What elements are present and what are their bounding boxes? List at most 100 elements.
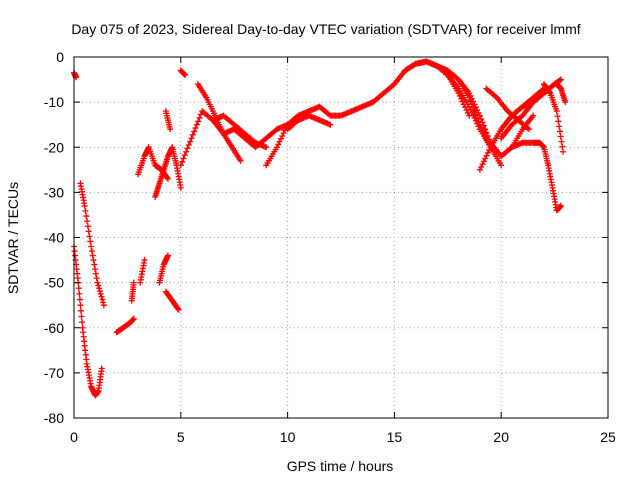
data-point: [280, 130, 287, 137]
data-point: [483, 152, 490, 159]
data-point: [476, 166, 483, 173]
data-point: [75, 285, 82, 292]
data-point: [175, 306, 182, 313]
y-tick-label: -30: [44, 184, 64, 200]
data-point: [484, 149, 491, 156]
series-arc-g: [156, 252, 171, 286]
data-point: [479, 161, 486, 168]
data-point: [558, 76, 565, 83]
data-point: [263, 144, 270, 151]
x-tick-label: 25: [600, 429, 616, 445]
data-point: [77, 302, 84, 309]
data-point: [555, 118, 562, 125]
y-tick-label: -50: [44, 275, 64, 291]
series-arc-d: [113, 315, 137, 336]
data-point: [478, 163, 485, 170]
data-point: [92, 270, 99, 277]
series-arc-z: [508, 139, 565, 214]
data-point: [180, 155, 187, 162]
data-point: [100, 299, 107, 306]
data-point: [195, 118, 202, 125]
data-point: [76, 290, 83, 297]
data-point: [88, 243, 95, 250]
data-point: [466, 103, 473, 110]
x-tick-label: 0: [70, 429, 78, 445]
data-point: [193, 121, 200, 128]
y-tick-label: -10: [44, 94, 64, 110]
y-tick-label: -60: [44, 320, 64, 336]
data-point: [141, 257, 148, 264]
data-point: [92, 266, 99, 273]
chart-title: Day 075 of 2023, Sidereal Day-to-day VTE…: [71, 21, 580, 37]
data-point: [556, 123, 563, 130]
data-point: [96, 285, 103, 292]
data-point: [560, 148, 567, 155]
data-point: [189, 131, 196, 138]
axis-ticks: 0 5 10 15 20 25 0 -10 -20 -30 -40 -50 -60 -70 -80: [44, 49, 616, 445]
data-point: [558, 138, 565, 145]
data-point: [188, 135, 195, 142]
data-point: [470, 98, 477, 105]
series-arc-l: [177, 67, 189, 79]
series-arc-b: [71, 243, 105, 399]
data-points: [71, 58, 569, 399]
series-arc-o: [209, 112, 270, 151]
data-point: [276, 138, 283, 145]
data-point: [530, 112, 537, 119]
series-arc-k: [162, 108, 174, 133]
y-tick-label: -70: [44, 365, 64, 381]
data-point: [185, 141, 192, 148]
x-tick-label: 20: [493, 429, 509, 445]
data-point: [183, 148, 190, 155]
y-tick-label: -40: [44, 230, 64, 246]
data-point: [557, 133, 564, 140]
data-point: [79, 319, 86, 326]
data-point: [486, 147, 493, 154]
data-point: [411, 61, 418, 68]
data-point: [97, 290, 104, 297]
data-point: [458, 95, 465, 102]
data-point: [525, 126, 532, 133]
series-arc-h: [162, 288, 182, 313]
data-point: [492, 93, 499, 100]
data-point: [177, 184, 184, 191]
series-arc-p: [263, 99, 377, 169]
data-point: [472, 117, 479, 124]
data-point: [179, 158, 186, 165]
x-tick-label: 5: [177, 429, 185, 445]
series-arc-c: [77, 180, 107, 309]
data-point: [100, 302, 107, 309]
series-arc-aa: [540, 81, 567, 155]
data-point: [471, 108, 478, 115]
data-point: [468, 109, 475, 116]
data-point: [480, 122, 487, 129]
data-point: [483, 129, 490, 136]
data-point: [475, 123, 482, 130]
series-arc-y: [498, 76, 565, 142]
data-point: [474, 107, 481, 114]
data-point: [167, 126, 174, 133]
data-point: [174, 305, 181, 312]
x-tick-label: 10: [280, 429, 296, 445]
data-point: [88, 248, 95, 255]
data-point: [196, 114, 203, 121]
data-point: [472, 104, 479, 111]
data-point: [553, 108, 560, 115]
data-point: [94, 279, 101, 286]
x-tick-label: 15: [387, 429, 403, 445]
data-point: [468, 95, 475, 102]
data-point: [466, 90, 473, 97]
data-point: [177, 162, 184, 169]
data-point: [95, 282, 102, 289]
data-point: [164, 175, 171, 182]
data-point: [84, 218, 91, 225]
data-point: [546, 88, 553, 95]
series-arc-q: [284, 112, 334, 133]
data-point: [467, 106, 474, 113]
data-point: [191, 128, 198, 135]
data-point: [86, 233, 93, 240]
data-point: [484, 132, 491, 139]
data-point: [471, 101, 478, 108]
